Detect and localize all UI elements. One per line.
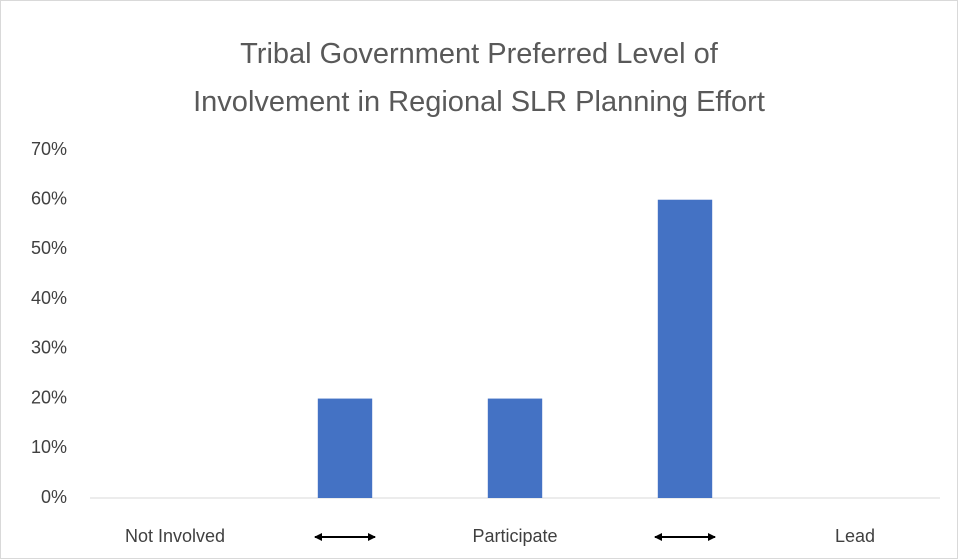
y-tick-label: 20% <box>31 387 67 407</box>
y-tick-label: 30% <box>31 338 67 358</box>
bar <box>487 398 543 498</box>
x-tick-label: Participate <box>472 526 557 546</box>
bar <box>317 398 373 498</box>
x-tick-label: Not Involved <box>125 526 225 546</box>
y-tick-label: 70% <box>31 139 67 159</box>
y-tick-label: 40% <box>31 288 67 308</box>
y-tick-label: 50% <box>31 238 67 258</box>
y-tick-label: 0% <box>41 487 67 507</box>
x-tick-label: Lead <box>835 526 875 546</box>
bar <box>657 199 713 498</box>
chart-title: Tribal Government Preferred Level of Inv… <box>193 38 765 118</box>
y-tick-label: 60% <box>31 188 67 208</box>
y-tick-label: 10% <box>31 437 67 457</box>
